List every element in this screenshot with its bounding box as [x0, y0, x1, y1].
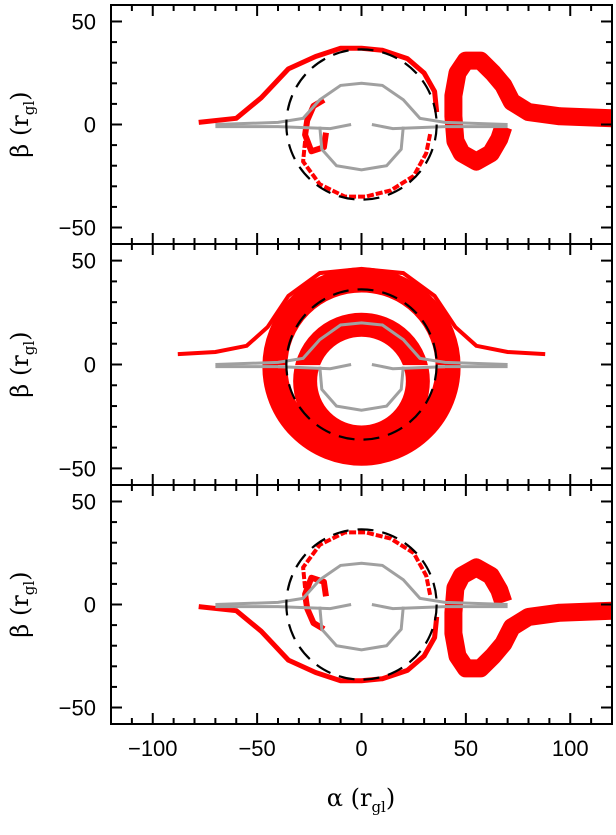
- ticks-1: [111, 5, 612, 244]
- emission-main-wing: [444, 51, 612, 171]
- emission-image-2: [177, 266, 546, 466]
- x-axis-symbol: α: [327, 784, 343, 812]
- x-tick-label: −50: [238, 736, 275, 761]
- panels: 50 0 −50 β (rgl) 50 0 −50 β (rgl) 50 0 −50 β (rgl) −…: [6, 4, 613, 761]
- panel-3: 50 0 −50 β (rgl) −100 −50 0 50 100: [6, 484, 613, 761]
- photon-ring-left-spike: [215, 123, 352, 131]
- ticks-3: [111, 485, 612, 724]
- y-tick-label: 0: [84, 593, 96, 618]
- x-tick-label: 0: [355, 736, 367, 761]
- photon-ring-right-spike: [371, 123, 508, 131]
- emission-inner-ring: [293, 312, 430, 450]
- emission-image-1: [198, 45, 612, 199]
- panel-frame-3: [110, 484, 613, 725]
- photon-ring-lower: [318, 366, 405, 412]
- photon-ring-right-spike: [371, 603, 508, 611]
- critical-curve-1: [285, 48, 438, 201]
- x-axis-subscript: gl: [371, 798, 386, 816]
- x-tick-label: −100: [128, 736, 178, 761]
- panel-frame-1: [110, 4, 613, 245]
- y-tick-label: 50: [72, 249, 96, 274]
- y-axis-title-3: β (rgl): [6, 571, 38, 637]
- emission-main-wing: [444, 558, 612, 678]
- y-tick-label: 0: [84, 353, 96, 378]
- plot-area-2: [177, 266, 546, 466]
- photon-ring-lower: [318, 606, 405, 652]
- plot-area-1: [198, 45, 612, 201]
- x-tick-label: 50: [454, 736, 478, 761]
- y-tick-label: −50: [59, 216, 96, 241]
- emission-lower-arc: [301, 530, 433, 597]
- critical-curve-3: [285, 528, 438, 681]
- emission-outer-arc: [198, 604, 440, 684]
- panel-2: 50 0 −50 β (rgl): [6, 243, 613, 486]
- photon-ring-left-spike: [215, 603, 352, 611]
- photon-ring-left-spike: [215, 363, 352, 371]
- photon-ring-1: [215, 81, 508, 172]
- y-axis-title-2: β (rgl): [6, 331, 38, 397]
- y-tick-label: −50: [59, 456, 96, 481]
- panel-1: 50 0 −50 β (rgl): [6, 4, 613, 245]
- y-tick-label: 50: [72, 9, 96, 34]
- photon-ring-upper: [215, 81, 508, 126]
- emission-wings: [177, 266, 546, 357]
- ticks-2: [111, 244, 612, 485]
- x-tick-label: 100: [552, 736, 589, 761]
- emission-image-3: [198, 530, 612, 684]
- y-tick-label: 50: [72, 489, 96, 514]
- y-tick-label: 0: [84, 113, 96, 138]
- plot-area-3: [198, 528, 612, 684]
- svg-text:α (rgl): α (rgl): [327, 784, 395, 816]
- emission-lower-arc: [301, 132, 433, 199]
- critical-curve-2: [285, 288, 438, 441]
- photon-ring-lower: [318, 126, 405, 172]
- photon-ring-2: [215, 321, 508, 412]
- emission-inner-blob: [302, 97, 329, 155]
- photon-ring-upper: [215, 321, 508, 366]
- y-axis-title-1: β (rgl): [6, 91, 38, 157]
- y-tick-label: −50: [59, 696, 96, 721]
- photon-ring-3: [215, 561, 508, 652]
- emission-outer-arc: [198, 45, 440, 125]
- photon-ring-upper: [215, 561, 508, 606]
- x-axis-title: α (rgl): [327, 784, 395, 816]
- photon-ring-right-spike: [371, 363, 508, 371]
